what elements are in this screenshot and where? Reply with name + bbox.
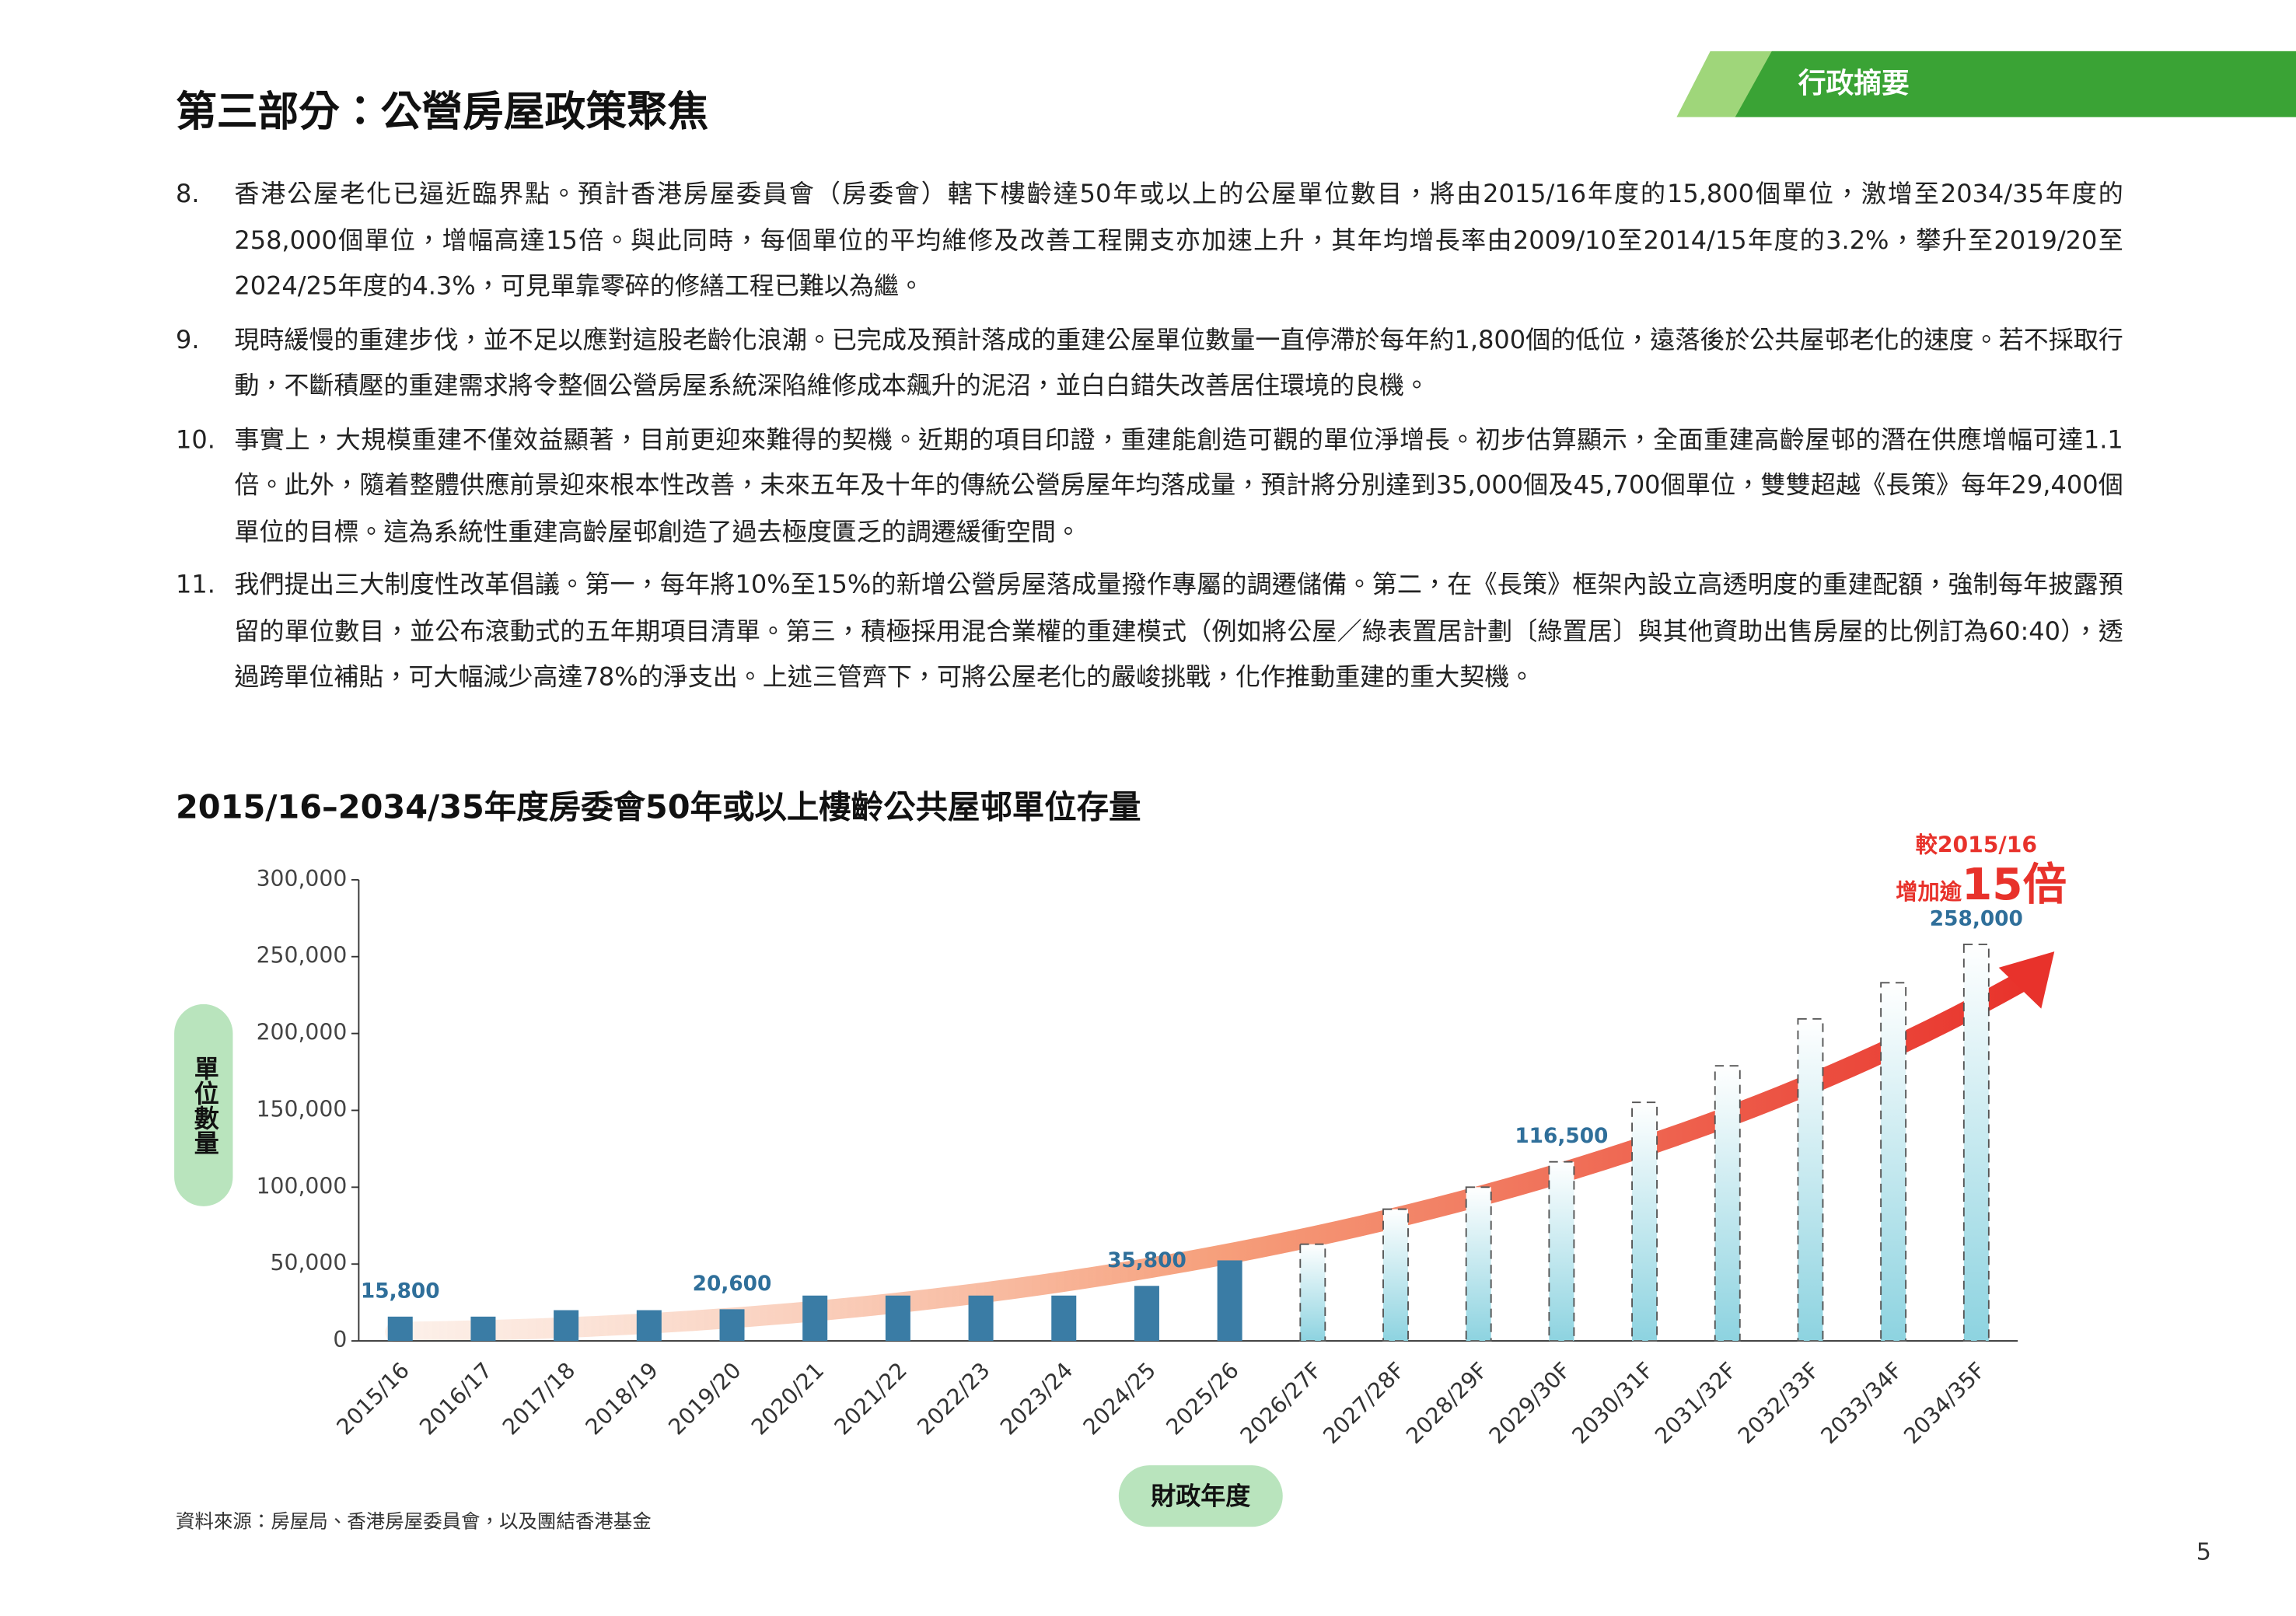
x-tick-label: 2022/23	[912, 1357, 994, 1440]
bar	[1382, 1208, 1409, 1342]
bar	[1051, 1295, 1077, 1342]
paragraph-text: 香港公屋老化已逼近臨界點。預計香港房屋委員會（房委會）轄下樓齡達50年或以上的公…	[234, 180, 2123, 302]
paragraph-number: 8.	[175, 180, 200, 210]
x-tick-label: 2033/34F	[1816, 1357, 1908, 1449]
x-tick-label: 2015/16	[332, 1357, 414, 1440]
bar	[719, 1309, 745, 1342]
trend-arrow-head	[1998, 951, 2055, 1009]
paragraph-number: 10.	[175, 425, 215, 455]
tab-label: 行政摘要	[1798, 68, 1910, 99]
y-tick-label: 100,000	[257, 1173, 348, 1199]
x-axis-label: 財政年度	[1151, 1482, 1250, 1511]
bar	[1299, 1243, 1326, 1342]
bar	[554, 1310, 579, 1342]
paragraph-number: 11.	[175, 571, 215, 601]
paragraph-number: 9.	[175, 326, 200, 355]
x-tick-label: 2027/28F	[1318, 1357, 1410, 1449]
bar	[1134, 1286, 1159, 1342]
bar	[470, 1316, 496, 1342]
paragraphs: 8. 香港公屋老化已逼近臨界點。預計香港房屋委員會（房委會）轄下樓齡達50年或以上…	[176, 173, 2123, 709]
bar	[885, 1295, 910, 1342]
x-tick-label: 2030/31F	[1567, 1357, 1658, 1449]
paragraph: 11. 我們提出三大制度性改革倡議。第一，每年將10%至15%的新增公營房屋落成量…	[176, 564, 2123, 702]
x-tick-label: 2021/22	[830, 1357, 912, 1440]
x-tick-label: 2029/30F	[1484, 1357, 1576, 1449]
paragraph-text: 事實上，大規模重建不僅效益顯著，目前更迎來難得的契機。近期的項目印證，重建能創造…	[234, 425, 2123, 547]
trend-arrow	[385, 967, 2039, 1342]
x-tick-label: 2024/25	[1078, 1357, 1161, 1440]
value-label: 20,600	[693, 1272, 772, 1296]
y-tick-label: 150,000	[257, 1096, 348, 1122]
paragraph: 8. 香港公屋老化已逼近臨界點。預計香港房屋委員會（房委會）轄下樓齡達50年或以上…	[176, 173, 2123, 311]
x-tick-label: 2034/35F	[1899, 1357, 1990, 1449]
bar	[1880, 982, 1907, 1342]
x-tick-label: 2032/33F	[1733, 1357, 1825, 1449]
bar	[968, 1295, 994, 1342]
page-title: 第三部分：公營房屋政策聚焦	[176, 89, 708, 136]
annotation: 較2015/16	[1916, 832, 2037, 858]
y-tick-label: 300,000	[257, 866, 348, 892]
chart-title: 2015/16–2034/35年度房委會50年或以上樓齡公共屋邨單位存量	[176, 788, 1141, 825]
y-tick-label: 200,000	[257, 1020, 348, 1045]
source-note: 資料來源：房屋局、香港房屋委員會，以及團結香港基金	[176, 1510, 652, 1533]
tab-front	[1735, 51, 2296, 117]
y-axis-label: 單位數量	[190, 1056, 220, 1155]
y-label-pill	[174, 1003, 233, 1206]
x-tick-label: 2028/29F	[1401, 1357, 1493, 1449]
bar	[1797, 1017, 1824, 1342]
x-tick-label: 2025/26	[1161, 1357, 1243, 1440]
x-label-pill	[1118, 1465, 1283, 1527]
paragraph-text: 我們提出三大制度性改革倡議。第一，每年將10%至15%的新增公營房屋落成量撥作專…	[234, 571, 2123, 693]
x-tick-label: 2016/17	[414, 1357, 497, 1440]
bar	[1714, 1065, 1741, 1342]
value-label: 35,800	[1107, 1249, 1186, 1272]
y-tick-label: 0	[333, 1327, 347, 1352]
bar	[1631, 1101, 1658, 1342]
bar	[1548, 1161, 1575, 1342]
value-label: 116,500	[1515, 1125, 1608, 1148]
bar	[1962, 943, 1990, 1342]
x-tick-label: 2026/27F	[1235, 1357, 1327, 1449]
x-tick-label: 2019/20	[663, 1357, 746, 1440]
page-number: 5	[2196, 1539, 2211, 1566]
bar	[1465, 1186, 1492, 1342]
annotation: 增加逾	[1896, 879, 1962, 905]
paragraph: 10. 事實上，大規模重建不僅效益顯著，目前更迎來難得的契機。近期的項目印證，重建…	[176, 418, 2123, 557]
paragraph-text: 現時緩慢的重建步伐，並不足以應對這股老齡化浪潮。已完成及預計落成的重建公屋單位數…	[234, 326, 2123, 402]
bar	[802, 1295, 828, 1342]
annotation-emphasis: 15倍	[1962, 860, 2067, 910]
x-tick-label: 2031/32F	[1650, 1357, 1742, 1449]
y-tick-label: 50,000	[271, 1250, 348, 1276]
x-tick-label: 2017/18	[498, 1357, 580, 1440]
x-tick-label: 2020/21	[746, 1357, 829, 1440]
x-tick-label: 2023/24	[995, 1357, 1078, 1440]
x-tick-label: 2018/19	[581, 1357, 663, 1440]
value-label: 15,800	[361, 1279, 440, 1303]
bar	[1217, 1260, 1242, 1342]
paragraph: 9. 現時緩慢的重建步伐，並不足以應對這股老齡化浪潮。已完成及預計落成的重建公屋單…	[176, 319, 2123, 411]
bar	[636, 1310, 662, 1342]
y-tick-label: 250,000	[257, 943, 348, 969]
bar	[387, 1316, 413, 1342]
value-label: 258,000	[1930, 907, 2023, 930]
